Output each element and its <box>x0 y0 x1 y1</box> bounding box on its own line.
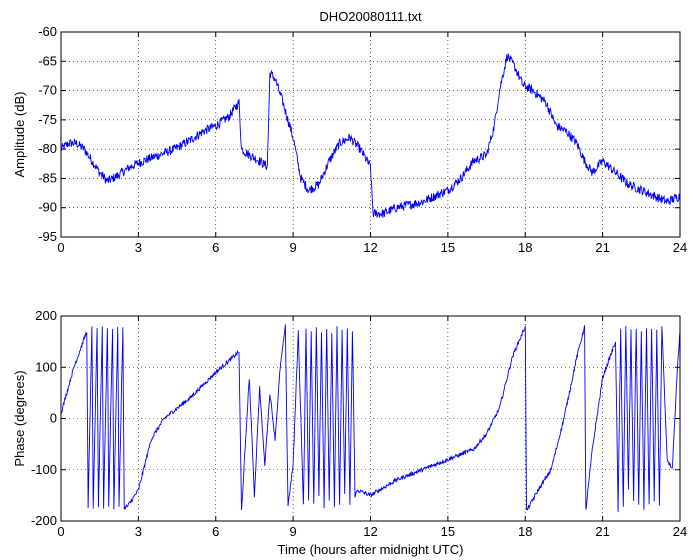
amplitude-y-tick-label: -95 <box>38 229 57 244</box>
phase-y-tick-label: -100 <box>31 462 57 477</box>
amplitude-y-tick-label: -85 <box>38 170 57 185</box>
amplitude-plot-area <box>61 32 680 237</box>
phase-y-tick-label: 100 <box>35 359 57 374</box>
phase-x-tick-label: 12 <box>363 524 377 539</box>
phase-y-tick-label: 0 <box>50 411 57 426</box>
phase-y-tick-label: 200 <box>35 308 57 323</box>
amplitude-x-tick-label: 24 <box>673 240 687 255</box>
phase-x-tick-label: 9 <box>290 524 297 539</box>
amplitude-x-tick-label: 9 <box>290 240 297 255</box>
amplitude-y-tick-label: -65 <box>38 53 57 68</box>
amplitude-x-tick-label: 21 <box>595 240 609 255</box>
phase-y-tick-label: -200 <box>31 513 57 528</box>
phase-y-axis-label: Phase (degrees) <box>12 370 27 466</box>
phase-x-tick-label: 3 <box>135 524 142 539</box>
amplitude-panel: 0 3 6 9 12 15 18 21 24 -60 -65 -70 -75 -80 -85 -90 -95 DH… <box>12 9 687 255</box>
amplitude-x-tick-label: 3 <box>135 240 142 255</box>
amplitude-axes-frame <box>60 31 681 238</box>
amplitude-x-tick-label: 15 <box>441 240 455 255</box>
phase-x-tick-label: 21 <box>595 524 609 539</box>
amplitude-x-tick-label: 0 <box>57 240 64 255</box>
amplitude-y-tick-label: -90 <box>38 200 57 215</box>
phase-panel: 0 3 6 9 12 15 18 21 24 200 100 0 -100 -200 Time (hours… <box>12 308 687 557</box>
phase-x-tick-label: 15 <box>441 524 455 539</box>
amplitude-y-axis-label: Amplitude (dB) <box>12 92 27 178</box>
phase-x-tick-label: 6 <box>212 524 219 539</box>
amplitude-y-tick-label: -80 <box>38 141 57 156</box>
amplitude-y-tick-label: -60 <box>38 24 57 39</box>
phase-x-tick-label: 24 <box>673 524 687 539</box>
amplitude-chart-title: DHO20080111.txt <box>319 9 422 24</box>
amplitude-y-tick-label: -75 <box>38 112 57 127</box>
phase-series-line <box>61 324 680 513</box>
phase-x-tick-label: 18 <box>518 524 532 539</box>
amplitude-y-tick-label: -70 <box>38 83 57 98</box>
amplitude-x-tick-label: 6 <box>212 240 219 255</box>
phase-x-tick-label: 0 <box>57 524 64 539</box>
amplitude-series-line <box>61 53 680 218</box>
amplitude-x-tick-label: 12 <box>363 240 377 255</box>
phase-axes-frame <box>60 315 681 522</box>
phase-x-axis-label: Time (hours after midnight UTC) <box>278 542 464 557</box>
amplitude-x-tick-label: 18 <box>518 240 532 255</box>
